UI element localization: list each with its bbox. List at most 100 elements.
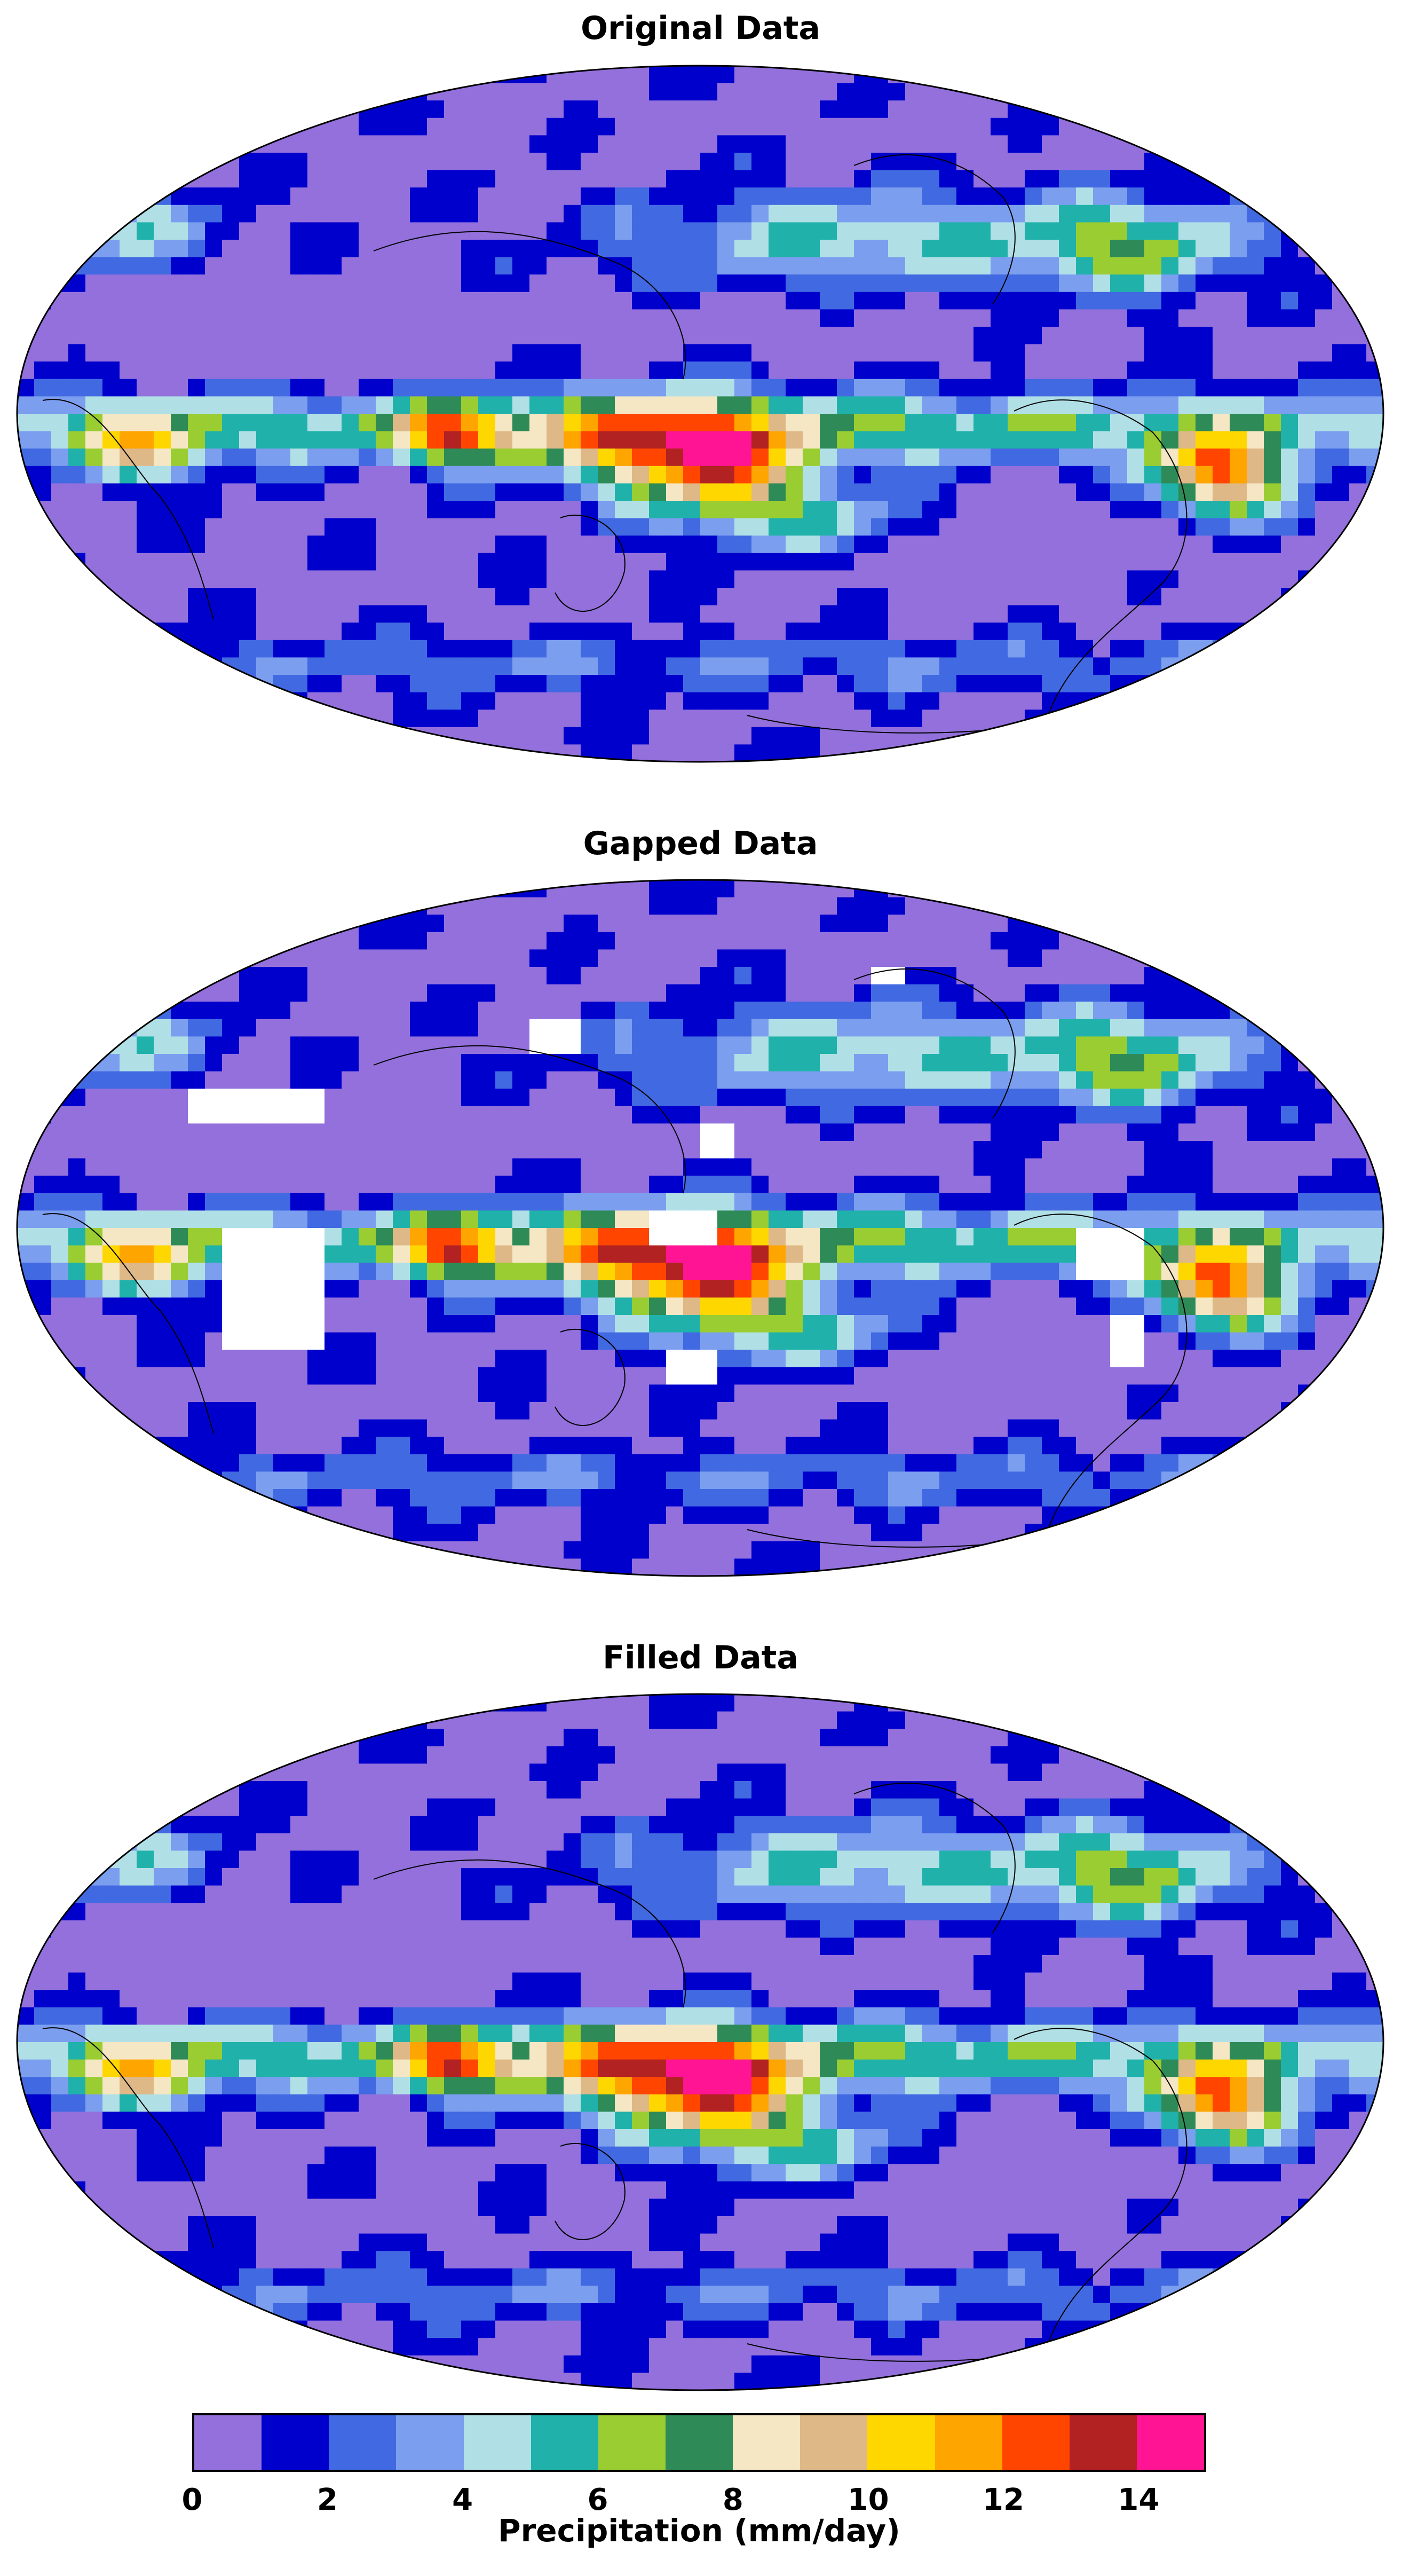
- grid-cell: [871, 710, 889, 728]
- grid-cell: [1076, 984, 1094, 1002]
- grid-cell: [1230, 949, 1247, 967]
- grid-cell: [495, 361, 513, 380]
- grid-cell: [717, 1228, 735, 1246]
- grid-cell: [1298, 1106, 1316, 1124]
- grid-cell: [820, 309, 837, 327]
- grid-cell: [1059, 744, 1077, 762]
- grid-cell: [615, 448, 632, 467]
- grid-cell: [1093, 361, 1111, 380]
- grid-cell: [461, 66, 479, 84]
- grid-cell: [1059, 309, 1077, 327]
- grid-cell: [359, 274, 376, 293]
- grid-cell: [444, 117, 462, 136]
- grid-cell: [991, 466, 1008, 484]
- grid-cell: [342, 396, 359, 414]
- grid-cell: [1059, 327, 1077, 345]
- grid-cell: [1332, 897, 1350, 915]
- grid-cell: [649, 897, 667, 915]
- grid-cell: [939, 170, 957, 188]
- grid-cell: [427, 1228, 445, 1246]
- grid-cell: [683, 257, 701, 275]
- grid-cell: [256, 1263, 274, 1281]
- grid-cell: [188, 1176, 205, 1194]
- grid-cell: [512, 466, 530, 484]
- grid-cell: [939, 292, 957, 310]
- grid-cell: [854, 501, 872, 519]
- grid-cell: [1110, 1071, 1128, 1089]
- grid-cell: [34, 117, 52, 136]
- grid-cell: [359, 135, 376, 153]
- grid-cell: [34, 692, 52, 710]
- grid-cell: [427, 1193, 445, 1211]
- grid-cell: [1230, 1245, 1247, 1263]
- grid-cell: [956, 431, 974, 449]
- grid-cell: [598, 274, 615, 293]
- grid-cell: [786, 135, 803, 153]
- grid-cell: [547, 570, 564, 588]
- grid-cell: [120, 257, 137, 275]
- grid-cell: [68, 710, 86, 728]
- grid-cell: [205, 932, 223, 950]
- grid-cell: [222, 915, 240, 933]
- grid-cell: [188, 327, 205, 345]
- grid-cell: [1230, 100, 1247, 119]
- grid-cell: [85, 292, 103, 310]
- grid-cell: [478, 483, 496, 501]
- grid-cell: [991, 949, 1008, 967]
- grid-cell: [803, 448, 820, 467]
- grid-cell: [837, 414, 854, 432]
- grid-cell: [1315, 483, 1333, 501]
- grid-cell: [922, 1245, 940, 1263]
- grid-cell: [256, 535, 274, 554]
- grid-cell: [222, 1106, 240, 1124]
- grid-cell: [461, 1158, 479, 1176]
- grid-cell: [512, 1228, 530, 1246]
- grid-cell: [120, 379, 137, 397]
- grid-cell: [376, 153, 393, 171]
- grid-cell: [205, 66, 223, 84]
- grid-cell: [1178, 135, 1196, 153]
- grid-cell: [598, 932, 615, 950]
- grid-cell: [871, 274, 889, 293]
- grid-cell: [1110, 1054, 1128, 1072]
- grid-cell: [1315, 915, 1333, 933]
- grid-cell: [256, 379, 274, 397]
- grid-cell: [444, 466, 462, 484]
- grid-cell: [769, 100, 786, 119]
- grid-cell: [495, 466, 513, 484]
- grid-cell: [803, 692, 820, 710]
- grid-cell: [939, 1002, 957, 1020]
- grid-cell: [751, 431, 769, 449]
- grid-cell: [1332, 83, 1350, 101]
- grid-cell: [734, 1089, 752, 1107]
- grid-cell: [307, 605, 325, 623]
- grid-cell: [1196, 692, 1213, 710]
- grid-cell: [393, 153, 410, 171]
- grid-cell: [1127, 657, 1145, 675]
- grid-cell: [854, 1019, 872, 1037]
- grid-cell: [837, 1002, 854, 1020]
- grid-cell: [120, 1054, 137, 1072]
- grid-cell: [512, 1036, 530, 1054]
- grid-cell: [700, 967, 718, 985]
- grid-cell: [905, 588, 923, 606]
- grid-cell: [700, 66, 718, 84]
- grid-cell: [1127, 518, 1145, 536]
- grid-cell: [68, 897, 86, 915]
- grid-cell: [34, 240, 52, 258]
- grid-cell: [1332, 984, 1350, 1002]
- grid-cell: [1281, 327, 1299, 345]
- grid-cell: [239, 83, 257, 101]
- grid-cell: [683, 727, 701, 745]
- grid-cell: [102, 1193, 120, 1211]
- grid-cell: [649, 949, 667, 967]
- grid-cell: [700, 640, 718, 658]
- grid-cell: [461, 135, 479, 153]
- grid-cell: [393, 327, 410, 345]
- grid-cell: [68, 1019, 86, 1037]
- grid-cell: [1093, 915, 1111, 933]
- grid-cell: [171, 1176, 188, 1194]
- grid-cell: [1008, 83, 1025, 101]
- grid-cell: [1008, 1019, 1025, 1037]
- grid-cell: [290, 949, 308, 967]
